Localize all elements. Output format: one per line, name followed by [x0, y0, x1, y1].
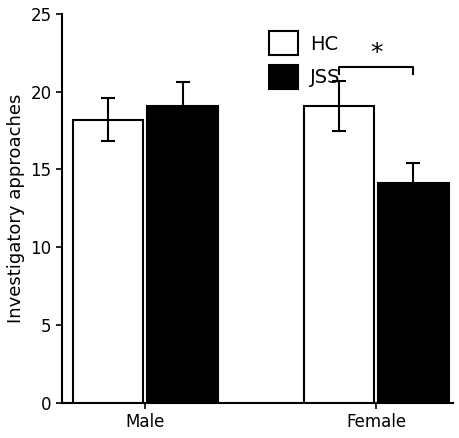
Bar — [377, 184, 448, 403]
Legend: HC, JSS: HC, JSS — [260, 24, 347, 96]
Text: *: * — [369, 41, 381, 65]
Bar — [73, 120, 143, 403]
Bar — [303, 106, 374, 403]
Bar — [147, 106, 217, 403]
Y-axis label: Investigatory approaches: Investigatory approaches — [7, 94, 25, 323]
